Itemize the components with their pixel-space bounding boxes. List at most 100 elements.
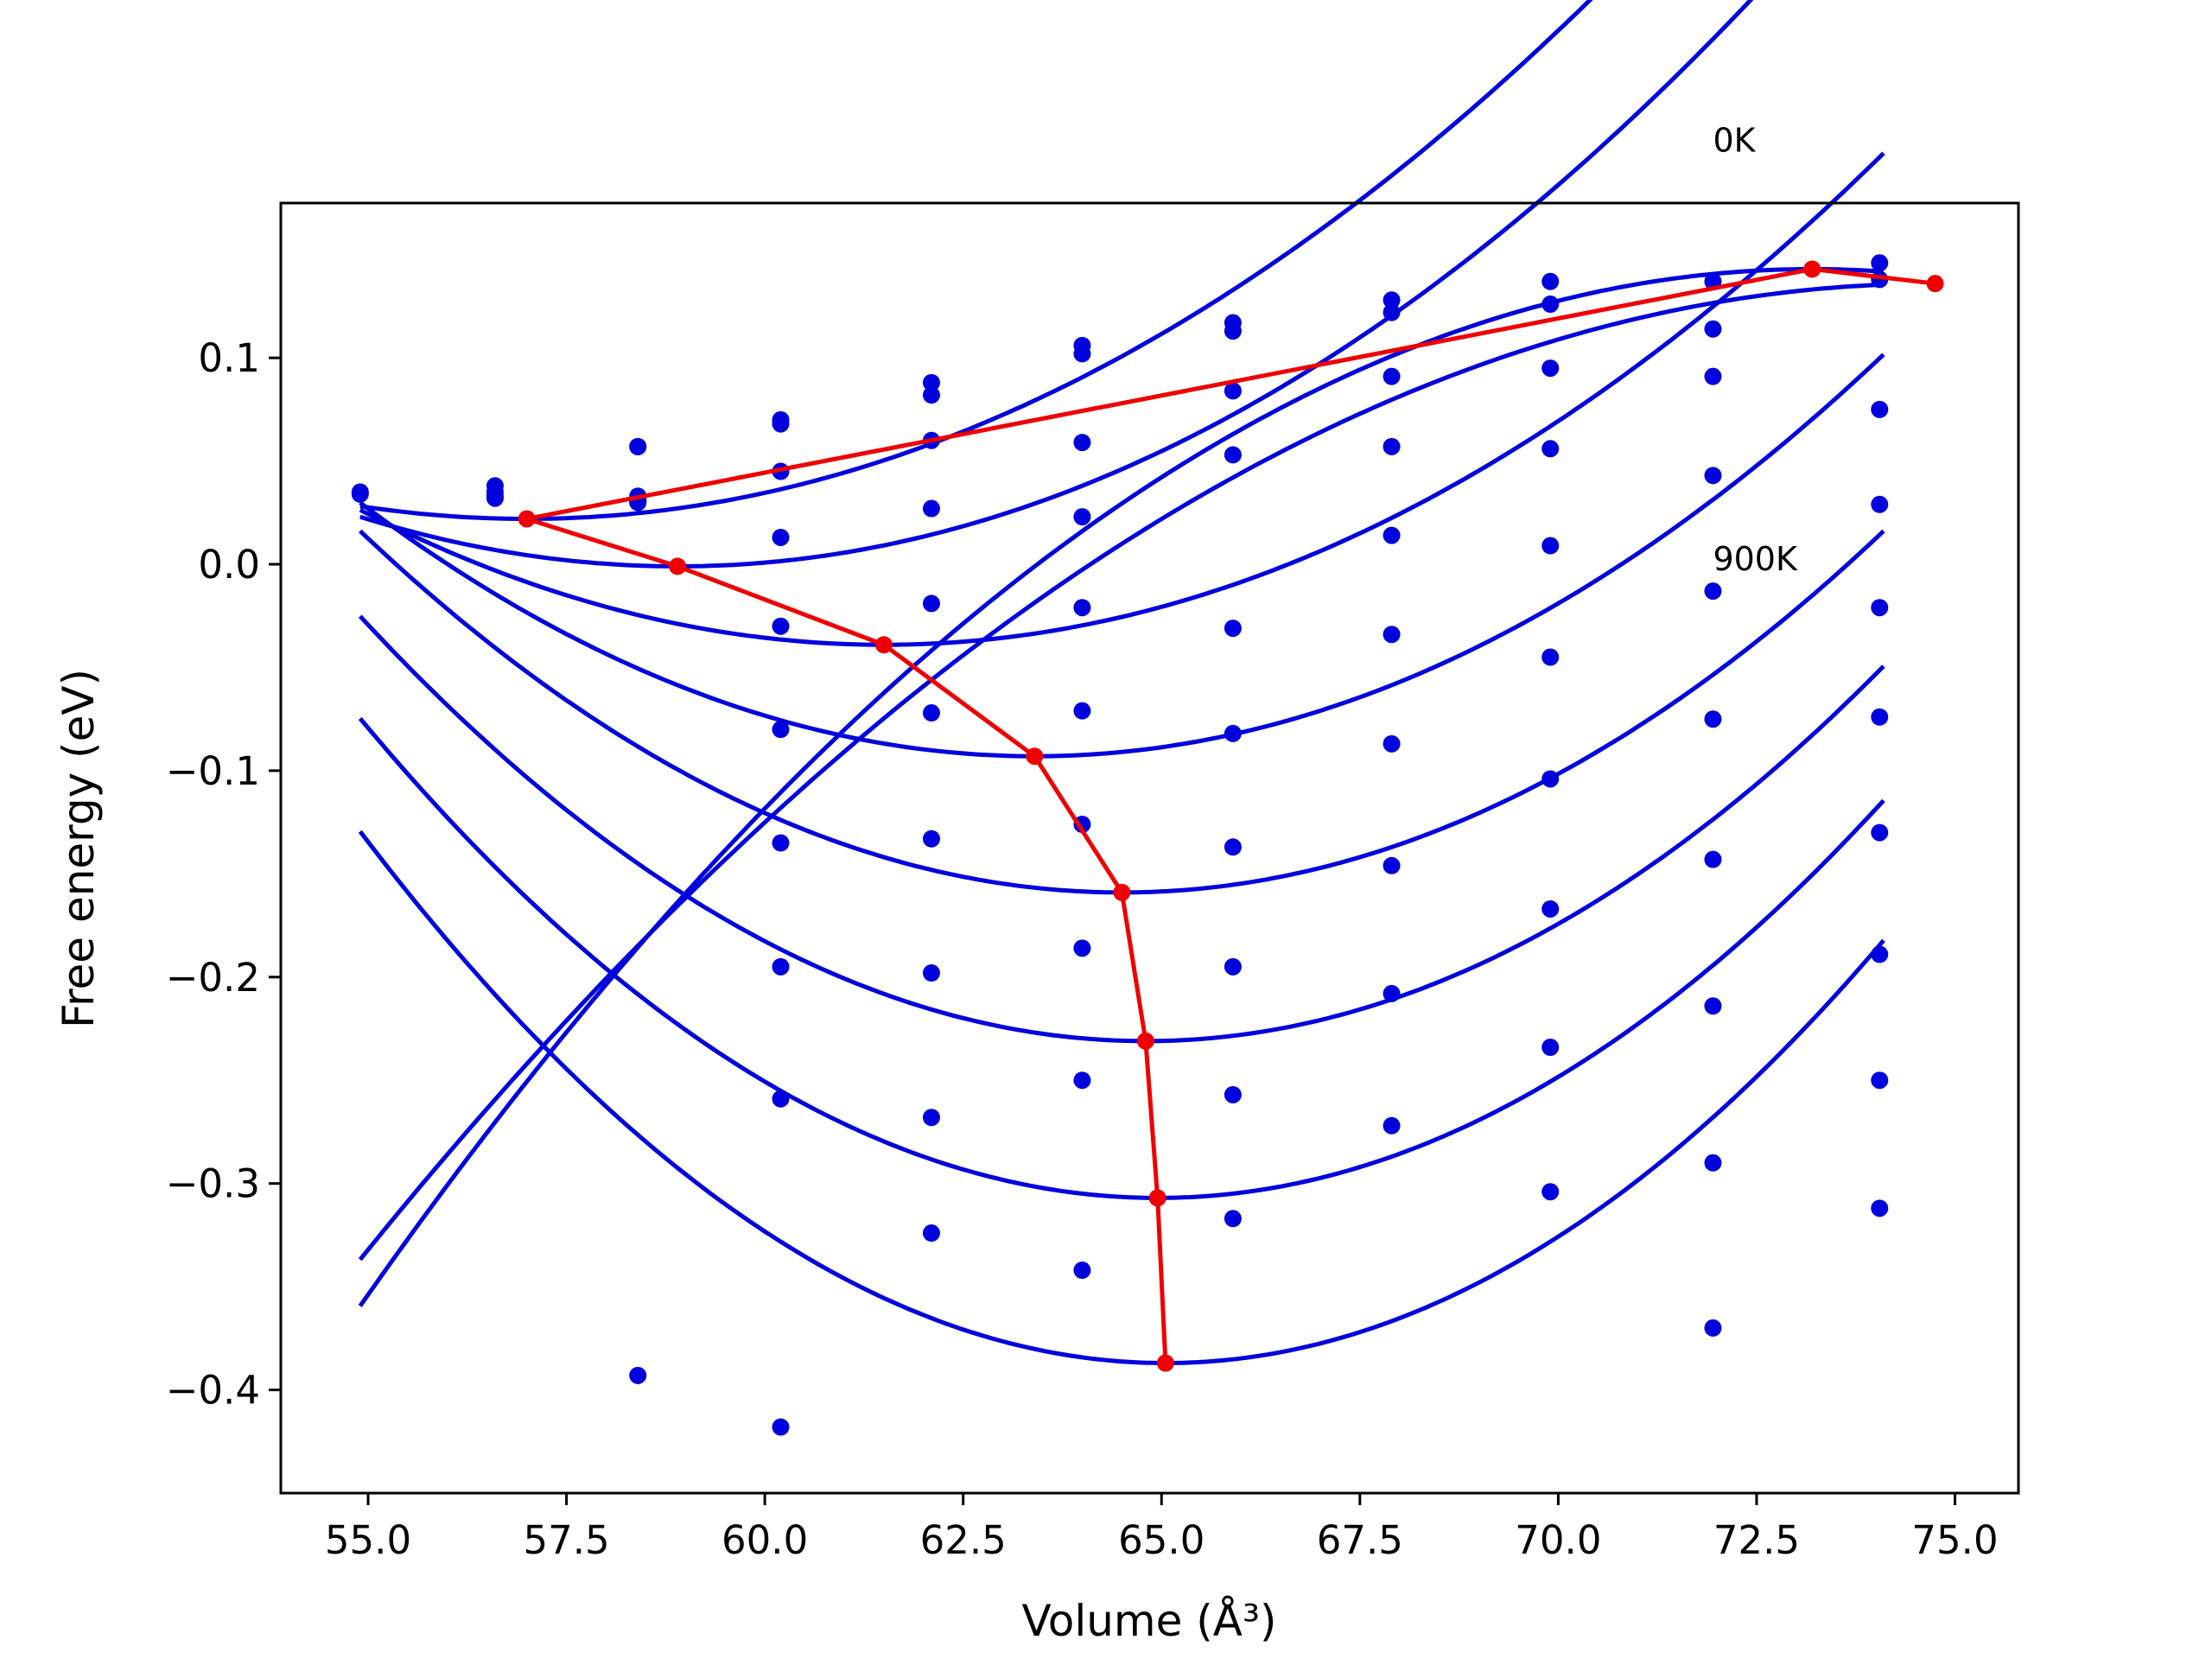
data-point-extra-2 <box>772 1418 790 1436</box>
y-tick-label-3: −0.2 <box>166 955 260 1001</box>
data-point-s6-8 <box>1704 710 1722 728</box>
data-point-s4-4 <box>922 499 940 518</box>
minimum-point-7 <box>1113 883 1131 901</box>
data-point-s5-2 <box>772 617 790 635</box>
fit-curve-10 <box>358 830 1885 1365</box>
data-point-s4-9 <box>1704 467 1722 485</box>
data-point-s2-4 <box>772 415 790 433</box>
data-point-s8-5 <box>1382 856 1401 874</box>
minimum-point-10 <box>1156 1354 1174 1372</box>
fit-curve-2 <box>358 282 1885 1262</box>
data-point-s2-8 <box>1382 303 1401 321</box>
x-axis-title: Volume (Å³) <box>1021 1596 1276 1646</box>
data-point-s10-6 <box>1704 1319 1722 1337</box>
data-point-s2-1 <box>351 485 369 503</box>
data-point-s8-4 <box>1224 957 1242 976</box>
x-tick-label-4: 62.5 <box>920 1517 1007 1563</box>
annotations: 0K 900K <box>1713 121 1798 578</box>
data-point-s1-8 <box>1382 291 1401 309</box>
fit-curves <box>358 0 1885 1365</box>
data-point-s3-6 <box>1224 382 1242 400</box>
data-point-s9-5 <box>1382 984 1401 1002</box>
minimum-point-6 <box>1026 747 1044 766</box>
x-tick-label-3: 60.0 <box>721 1517 808 1563</box>
data-point-s2-10 <box>1704 320 1722 338</box>
data-point-s4-1 <box>486 489 504 507</box>
data-point-s5-8 <box>1704 582 1722 601</box>
data-point-s5-6 <box>1382 526 1401 544</box>
data-point-s10-2 <box>1073 1262 1091 1280</box>
data-point-s6-9 <box>1871 708 1889 726</box>
fit-curve-6 <box>359 353 1885 759</box>
data-point-s4-5 <box>1073 508 1091 526</box>
fit-curve-5 <box>359 151 1885 647</box>
data-point-s7-8 <box>1704 850 1722 868</box>
minimum-point-1 <box>1926 275 1944 293</box>
data-point-s2-5 <box>922 386 940 404</box>
plot-frame <box>279 201 2020 1495</box>
data-point-s10-3 <box>1224 1210 1242 1228</box>
data-point-s2-7 <box>1224 322 1242 340</box>
data-point-s4-10 <box>1871 495 1889 513</box>
data-point-s3-8 <box>1541 359 1560 378</box>
data-point-s3-9 <box>1704 367 1722 385</box>
data-point-s3-10 <box>1871 400 1889 418</box>
fit-curve-3 <box>359 0 1593 521</box>
data-point-s9-7 <box>1704 1154 1722 1172</box>
data-point-s1-11 <box>1871 254 1889 272</box>
data-point-s5-3 <box>922 594 940 613</box>
y-axis-title: Free energy (eV) <box>54 669 104 1028</box>
x-tick-label-7: 70.0 <box>1515 1517 1601 1563</box>
data-point-s8-6 <box>1541 899 1560 918</box>
data-point-s9-1 <box>772 1090 790 1108</box>
data-point-s6-5 <box>1224 724 1242 742</box>
data-point-s10-5 <box>1541 1183 1560 1201</box>
data-point-extra-1 <box>629 1366 647 1384</box>
data-point-s4-6 <box>1224 446 1242 464</box>
minimum-point-8 <box>1136 1032 1154 1050</box>
data-point-s6-4 <box>1073 702 1091 720</box>
data-point-s2-9 <box>1541 296 1560 314</box>
x-tick-label-5: 65.0 <box>1118 1517 1205 1563</box>
data-point-s8-3 <box>1073 939 1091 957</box>
data-point-s8-2 <box>922 964 940 982</box>
data-point-s4-3 <box>772 528 790 546</box>
data-point-s9-3 <box>1073 1071 1091 1090</box>
data-point-s5-5 <box>1224 620 1242 638</box>
y-tick-label-2: −0.3 <box>166 1161 260 1207</box>
data-point-s9-2 <box>922 1109 940 1127</box>
data-point-s8-1 <box>772 957 790 976</box>
data-point-s6-6 <box>1382 626 1401 644</box>
x-tick-label-8: 72.5 <box>1713 1517 1800 1563</box>
data-point-s10-4 <box>1382 1116 1401 1135</box>
minimum-point-9 <box>1148 1189 1166 1207</box>
data-point-s7-6 <box>1382 734 1401 753</box>
data-point-s6-3 <box>922 704 940 722</box>
data-point-s6-2 <box>772 721 790 739</box>
data-point-s3-7 <box>1382 367 1401 385</box>
data-point-s4-8 <box>1541 440 1560 458</box>
data-point-s9-6 <box>1541 1039 1560 1057</box>
data-point-s10-1 <box>922 1224 940 1243</box>
x-tick-label-6: 67.5 <box>1317 1517 1403 1563</box>
y-tick-label-4: −0.1 <box>166 748 260 794</box>
minimum-point-5 <box>874 636 893 654</box>
y-tick-label-1: −0.4 <box>166 1368 260 1414</box>
data-point-s4-7 <box>1382 437 1401 455</box>
data-point-s7-3 <box>922 830 940 848</box>
data-point-s10-7 <box>1871 1199 1889 1217</box>
data-point-s5-7 <box>1541 537 1560 555</box>
minimum-line <box>518 260 1944 1372</box>
fit-curve-9 <box>358 716 1885 1200</box>
x-tick-label-2: 57.5 <box>523 1517 609 1563</box>
annotation-2: 900K <box>1713 540 1798 578</box>
data-point-s7-9 <box>1871 823 1889 842</box>
data-point-s7-2 <box>772 834 790 852</box>
x-axis: 55.0 57.5 60.0 62.5 65.0 67.5 70.0 72.5 75.0 <box>325 1493 1999 1563</box>
data-point-s2-3 <box>629 437 647 455</box>
data-point-s9-8 <box>1871 1071 1889 1090</box>
data-point-s1-5 <box>922 373 940 391</box>
data-point-s2-6 <box>1073 345 1091 363</box>
